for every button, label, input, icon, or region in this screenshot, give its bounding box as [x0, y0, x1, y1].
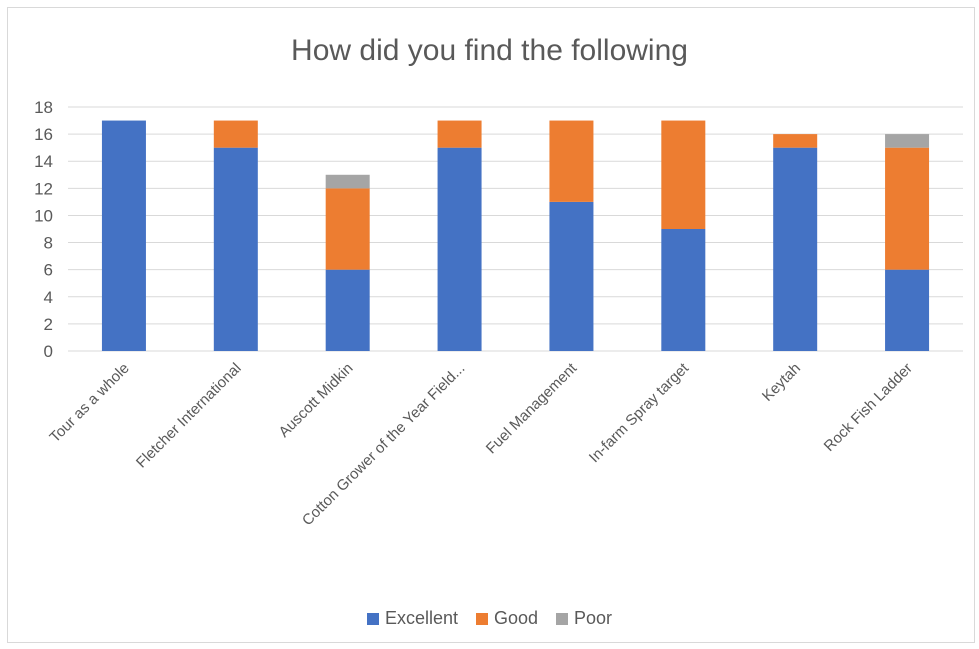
- bar-excellent-7: [773, 147, 818, 351]
- bar-good-7: [773, 134, 818, 148]
- bar-excellent-6: [661, 229, 706, 351]
- bar-excellent-1: [101, 120, 146, 351]
- legend-item-poor: Poor: [556, 608, 612, 629]
- x-category-label: Rock Fish Ladder: [821, 360, 916, 455]
- x-category-label: Keytah: [759, 360, 804, 405]
- chart-legend: Excellent Good Poor: [0, 608, 979, 629]
- bar-good-4: [437, 120, 482, 148]
- bar-excellent-5: [549, 201, 594, 351]
- bar-good-6: [661, 120, 706, 229]
- y-tick-label: 8: [44, 234, 53, 253]
- bar-excellent-8: [885, 269, 930, 351]
- legend-swatch: [475, 612, 488, 625]
- y-tick-label: 10: [34, 206, 53, 225]
- y-tick-label: 18: [34, 98, 53, 117]
- legend-swatch: [366, 612, 379, 625]
- x-category-label: Auscott Midkin: [276, 360, 357, 441]
- x-category-label: Fletcher International: [133, 360, 245, 472]
- chart-title: How did you find the following: [291, 34, 688, 67]
- bar-good-3: [325, 188, 370, 270]
- legend-item-good: Good: [475, 608, 539, 629]
- x-category-label: In-farm Spray target: [586, 359, 693, 466]
- legend-label: Excellent: [384, 608, 458, 628]
- y-tick-label: 0: [44, 342, 53, 361]
- bar-excellent-3: [325, 269, 370, 351]
- bar-good-2: [213, 120, 258, 148]
- x-category-label: Tour as a whole: [46, 360, 132, 446]
- y-tick-label: 2: [44, 315, 53, 334]
- y-tick-label: 4: [44, 288, 53, 307]
- bar-good-8: [885, 147, 930, 270]
- x-category-label: Fuel Management: [483, 359, 581, 457]
- legend-item-excellent: Excellent: [366, 608, 458, 629]
- y-tick-label: 14: [34, 152, 53, 171]
- legend-label: Good: [493, 608, 539, 628]
- bar-excellent-4: [437, 147, 482, 351]
- bar-poor-8: [885, 134, 930, 148]
- bar-good-5: [549, 120, 594, 202]
- bar-poor-3: [325, 174, 370, 189]
- y-tick-label: 12: [34, 179, 53, 198]
- y-tick-label: 16: [34, 125, 53, 144]
- bar-excellent-2: [213, 147, 258, 351]
- legend-label: Poor: [574, 608, 613, 628]
- y-tick-label: 6: [44, 261, 53, 280]
- legend-swatch: [556, 612, 569, 625]
